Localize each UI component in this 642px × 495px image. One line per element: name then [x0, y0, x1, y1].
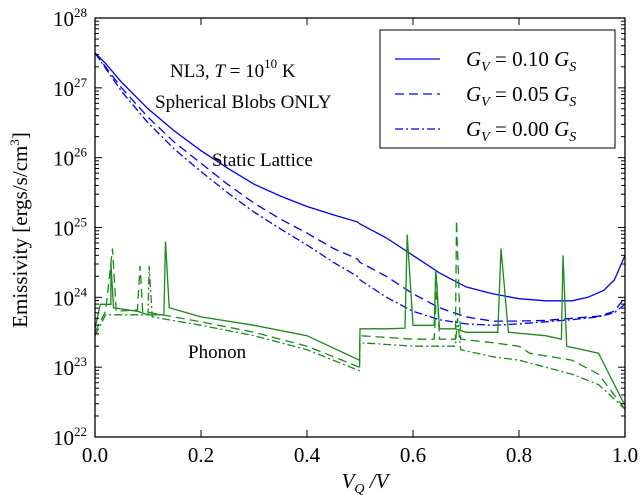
series-layer [94, 52, 626, 410]
series-static-solid [94, 52, 626, 302]
y-tick-label: 1028 [53, 5, 87, 31]
legend-box [379, 29, 616, 149]
annotation-phonon: Phonon [188, 342, 247, 363]
legend-label-dashdot: GV = 0.00 GS [466, 117, 576, 145]
y-tick-label: 1027 [53, 75, 88, 101]
y-axis-title: Emissivity [ergs/s/cm3] [7, 132, 32, 328]
annotation-model: NL3, T = 1010 K [170, 56, 296, 82]
x-tick-label: 0.4 [294, 443, 321, 467]
legend: GV = 0.10 GS GV = 0.05 GS GV = 0.00 GS [379, 29, 616, 149]
y-tick-label: 1023 [53, 354, 87, 380]
series-phonon-dashed [94, 220, 626, 410]
legend-label-dashed: GV = 0.05 GS [466, 82, 576, 110]
x-tick-label: 1.0 [612, 443, 638, 467]
ticks-layer: 0.0 0.2 0.4 0.6 0.8 1.0 1022 1023 1024 1025 1026 10… [53, 5, 638, 467]
y-tick-label: 1026 [53, 145, 88, 171]
legend-label-solid: GV = 0.10 GS [466, 47, 576, 75]
series-static-dashed [94, 52, 626, 322]
y-tick-label: 1025 [53, 215, 87, 241]
y-tick-label: 1022 [53, 424, 87, 450]
x-axis-title: VQ /V [342, 469, 391, 495]
series-phonon-solid [94, 234, 626, 406]
x-tick-label: 0.8 [506, 443, 532, 467]
annotation-spherical-blobs: Spherical Blobs ONLY [155, 92, 332, 113]
annotation-static-lattice: Static Lattice [212, 150, 313, 171]
x-tick-label: 0.2 [188, 443, 214, 467]
x-tick-label: 0.6 [400, 443, 426, 467]
y-tick-label: 1024 [53, 284, 88, 310]
series-phonon-dashdot [94, 265, 626, 410]
x-tick-label: 0.0 [82, 443, 108, 467]
series-static-dashdot [94, 52, 626, 326]
